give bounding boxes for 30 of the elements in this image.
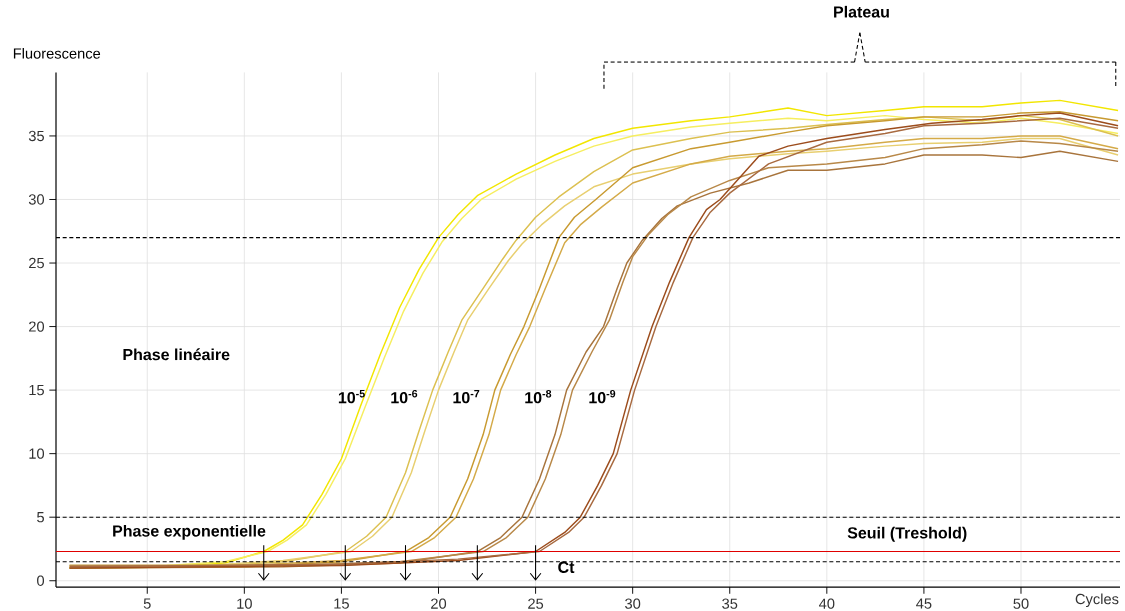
y-tick-label: 15 xyxy=(29,385,44,396)
x-tick-label: 5 xyxy=(143,598,151,609)
x-tick-label: 30 xyxy=(625,598,641,609)
ref-line-label: Seuil (Treshold) xyxy=(847,526,967,542)
annotation: Ct xyxy=(558,561,575,573)
series-label: 10$^{-7}$ xyxy=(453,390,480,404)
x-tick-label: 10 xyxy=(237,598,252,609)
y-tick-label: 0 xyxy=(37,575,45,586)
y-tick-label: 10 xyxy=(29,448,45,459)
series-label: 10$^{-5}$ xyxy=(338,390,365,404)
y-tick-label: 30 xyxy=(28,194,45,205)
x-axis-title: Cycles xyxy=(1075,593,1119,608)
series-label: 10$^{-6}$ xyxy=(391,389,418,404)
text: Plateau xyxy=(834,5,889,18)
series-label: 10$^{-9}$ xyxy=(589,389,616,404)
series-label: 10$^{-8}$ xyxy=(525,389,552,404)
y-tick-label: 35 xyxy=(28,130,44,142)
y-tick-label: 5 xyxy=(37,512,44,523)
x-tick-label: 35 xyxy=(722,598,738,609)
x-tick-label: 45 xyxy=(916,598,932,609)
x-tick-label: 15 xyxy=(334,598,349,609)
y-axis-title: Fluorescence xyxy=(13,47,101,59)
annotation: Phase exponentielle xyxy=(113,524,266,540)
y-tick-label: 25 xyxy=(29,257,44,269)
y-tick-label: 20 xyxy=(29,321,45,332)
x-tick-label: 50 xyxy=(1013,598,1029,609)
x-tick-label: 20 xyxy=(431,598,447,609)
x-tick-label: 40 xyxy=(819,598,835,609)
annotation: Phase linéaire xyxy=(123,348,230,361)
x-tick-label: 25 xyxy=(528,598,544,609)
